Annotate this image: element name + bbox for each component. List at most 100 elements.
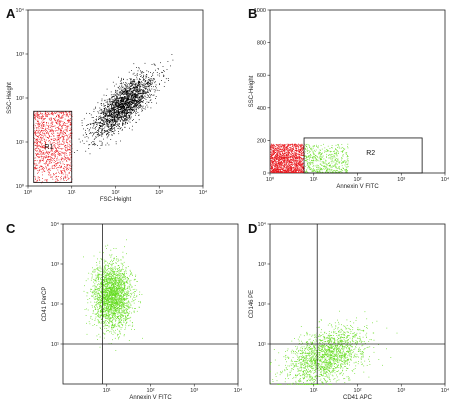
data-point [300,164,302,166]
data-point [58,152,59,153]
data-point [287,172,289,173]
data-point [271,171,273,173]
data-point [34,142,36,143]
data-point [279,167,281,169]
data-point [299,153,300,155]
data-point [61,166,62,167]
data-point [285,151,287,153]
data-point [296,161,298,163]
data-point [275,170,277,171]
data-point [273,170,274,172]
data-point [35,153,37,154]
data-point [274,154,276,156]
data-point [133,86,135,88]
data-point [43,130,45,132]
data-point [53,132,55,134]
data-point [48,162,50,164]
data-point [69,145,71,146]
data-point [135,83,136,85]
data-point [51,134,53,135]
data-point [142,83,144,85]
data-point [61,112,62,114]
data-point [97,122,99,124]
data-point [127,99,128,101]
data-point [47,130,48,132]
data-point [139,103,140,105]
data-point [58,128,60,130]
data-point [47,154,49,155]
data-point [278,172,280,173]
data-point [292,148,294,149]
data-point [87,128,89,129]
data-point [158,90,160,91]
data-point [56,163,57,165]
data-point [111,101,113,102]
data-point [276,150,278,152]
data-point [118,76,119,78]
data-point [275,147,276,149]
data-point [288,157,289,159]
data-point [46,152,48,154]
data-point [142,93,143,95]
data-point [116,111,117,113]
data-point [282,170,284,171]
data-point [41,147,43,149]
data-point [117,101,119,102]
data-point [290,154,292,155]
data-point [133,93,135,94]
data-point [287,145,289,146]
data-point [109,112,111,114]
data-point [95,131,97,133]
data-point [279,168,280,170]
data-point [300,146,302,148]
data-point [47,151,49,153]
data-point [46,147,48,148]
data-point [44,135,46,136]
data-point [126,103,128,105]
data-point [143,91,145,93]
data-point [125,96,127,98]
data-point [123,103,125,105]
data-point [272,168,273,169]
data-point [312,157,314,159]
data-point [271,168,272,170]
data-point [121,101,123,102]
data-point [274,166,275,168]
data-point [127,112,128,114]
data-point [313,169,315,171]
data-point [108,125,109,127]
data-point [99,125,100,126]
data-point [70,132,72,134]
data-point [139,78,140,80]
data-point [136,88,138,90]
data-point [43,158,44,160]
data-point [277,150,279,152]
data-point [275,155,277,156]
data-point [56,150,58,151]
data-point [119,101,121,102]
data-point [39,180,41,181]
data-point [38,132,40,134]
data-point [271,147,273,149]
data-point [276,153,278,155]
data-point [279,148,280,150]
data-point [53,158,54,160]
data-point [109,113,110,115]
data-point [96,124,98,126]
data-point [329,154,331,155]
data-point [308,166,310,168]
data-point [57,147,59,149]
data-point [154,81,156,83]
data-point [295,150,296,151]
data-point [346,171,348,173]
data-point [125,90,127,92]
data-point [50,176,51,178]
data-point [64,156,66,158]
data-point [285,169,286,171]
data-point [123,120,125,122]
data-point [115,100,117,102]
data-point [46,130,47,131]
data-point [132,125,133,127]
data-point [319,151,321,153]
